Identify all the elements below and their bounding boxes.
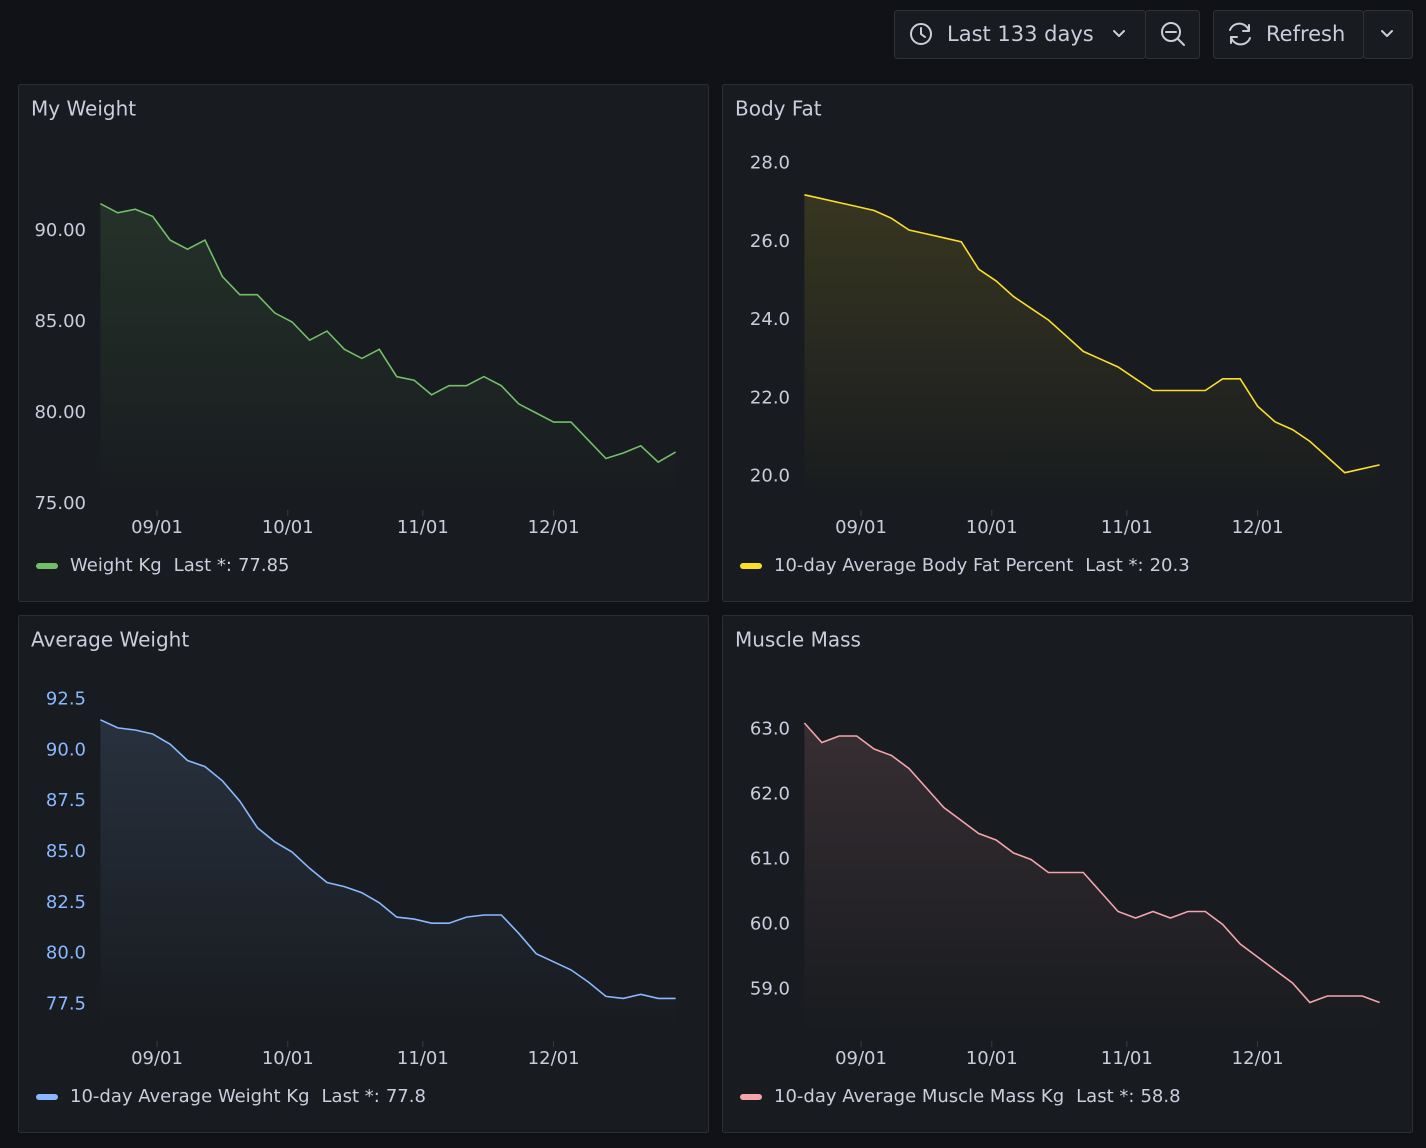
zoom-icon bbox=[1161, 22, 1181, 42]
panel: My Weight 75.00 80.00 85.00 90.00 09/01 10/01 1… bbox=[18, 84, 709, 602]
panel-title: My Weight bbox=[31, 97, 136, 121]
time-range-label[interactable]: Last 133 days bbox=[947, 22, 1094, 46]
x-tick-label: 09/01 bbox=[835, 1048, 887, 1069]
x-tick-label: 12/01 bbox=[1232, 1048, 1284, 1069]
panel: Body Fat 20.0 22.0 24.0 26.0 28.0 09/01 10/01 11… bbox=[722, 84, 1413, 602]
y-tick-label: 82.5 bbox=[46, 892, 86, 913]
y-tick-label: 80.0 bbox=[46, 943, 86, 964]
time-picker[interactable]: Last 133 days bbox=[894, 10, 1200, 59]
legend-value: 77.8 bbox=[386, 1086, 426, 1107]
legend-stat: Last *: bbox=[174, 555, 232, 576]
x-tick-label: 09/01 bbox=[131, 517, 183, 538]
series-line bbox=[100, 719, 676, 1000]
refresh-icon bbox=[1229, 22, 1251, 46]
legend-name: Weight Kg bbox=[70, 555, 162, 576]
y-tick-label: 62.0 bbox=[750, 784, 790, 805]
legend-entry: 10-day Average Weight Kg Last *: 77.8 bbox=[70, 1086, 426, 1107]
legend-stat: Last *: bbox=[322, 1086, 380, 1107]
legend-name: 10-day Average Muscle Mass Kg bbox=[774, 1086, 1064, 1107]
y-tick-label: 87.5 bbox=[46, 790, 86, 811]
panel-title: Body Fat bbox=[735, 97, 822, 121]
x-tick-label: 10/01 bbox=[262, 517, 314, 538]
refresh-label[interactable]: Refresh bbox=[1266, 22, 1345, 46]
series-area bbox=[100, 719, 676, 1035]
y-tick-label: 22.0 bbox=[750, 387, 790, 408]
x-tick-label: 12/01 bbox=[528, 517, 580, 538]
y-tick-label: 80.00 bbox=[34, 402, 86, 423]
y-tick-label: 90.0 bbox=[46, 739, 86, 760]
legend-name: 10-day Average Weight Kg bbox=[70, 1086, 310, 1107]
x-tick-label: 11/01 bbox=[1101, 1048, 1153, 1069]
legend-value: 58.8 bbox=[1140, 1086, 1180, 1107]
y-tick-label: 85.00 bbox=[34, 311, 86, 332]
series-area bbox=[804, 194, 1380, 505]
legend-swatch bbox=[740, 1094, 762, 1100]
y-tick-label: 75.00 bbox=[34, 493, 86, 514]
panel: Average Weight 77.5 80.0 82.5 85.0 87.5 90.0 92… bbox=[18, 615, 709, 1133]
series-area bbox=[100, 203, 676, 504]
refresh-picker[interactable]: Refresh bbox=[1213, 10, 1413, 59]
clock-hands bbox=[920, 27, 926, 38]
y-tick-label: 59.0 bbox=[750, 979, 790, 1000]
series-line bbox=[100, 202, 676, 464]
x-tick-label: 11/01 bbox=[397, 1048, 449, 1069]
legend-stat: Last *: bbox=[1076, 1086, 1134, 1107]
chevron-icon bbox=[1381, 30, 1393, 37]
chevron-icon bbox=[1113, 30, 1125, 37]
series-area bbox=[804, 723, 1380, 1035]
legend-value: 77.85 bbox=[238, 555, 290, 576]
x-tick-label: 11/01 bbox=[1101, 517, 1153, 538]
x-tick-label: 10/01 bbox=[262, 1048, 314, 1069]
legend-stat: Last *: bbox=[1085, 555, 1143, 576]
y-tick-label: 24.0 bbox=[750, 309, 790, 330]
x-tick-label: 11/01 bbox=[397, 517, 449, 538]
legend-entry: 10-day Average Muscle Mass Kg Last *: 58.8 bbox=[774, 1086, 1181, 1107]
y-tick-label: 26.0 bbox=[750, 231, 790, 252]
x-tick-label: 10/01 bbox=[966, 517, 1018, 538]
panel: Muscle Mass 59.0 60.0 61.0 62.0 63.0 09/01 10/0… bbox=[722, 615, 1413, 1133]
y-tick-label: 20.0 bbox=[750, 466, 790, 487]
y-tick-label: 77.5 bbox=[46, 993, 86, 1014]
y-tick-label: 63.0 bbox=[750, 719, 790, 740]
x-tick-label: 12/01 bbox=[1232, 517, 1284, 538]
x-tick-label: 09/01 bbox=[131, 1048, 183, 1069]
legend-swatch bbox=[36, 1094, 58, 1100]
x-tick-label: 10/01 bbox=[966, 1048, 1018, 1069]
x-tick-label: 12/01 bbox=[528, 1048, 580, 1069]
legend-entry: Weight Kg Last *: 77.85 bbox=[70, 555, 289, 576]
y-tick-label: 92.5 bbox=[46, 688, 86, 709]
series-line bbox=[803, 722, 1380, 1004]
y-tick-label: 61.0 bbox=[750, 849, 790, 870]
x-tick-label: 09/01 bbox=[835, 517, 887, 538]
legend-swatch bbox=[36, 563, 58, 569]
legend-value: 20.3 bbox=[1150, 555, 1190, 576]
legend-swatch bbox=[740, 563, 762, 569]
panel-title: Muscle Mass bbox=[735, 628, 861, 652]
legend-name: 10-day Average Body Fat Percent bbox=[774, 555, 1073, 576]
panel-title: Average Weight bbox=[31, 628, 189, 652]
y-tick-label: 90.00 bbox=[34, 220, 86, 241]
series-line bbox=[804, 194, 1380, 474]
legend-entry: 10-day Average Body Fat Percent Last *: 20… bbox=[774, 555, 1190, 576]
zoom-icon-lines bbox=[1165, 31, 1185, 46]
y-tick-label: 60.0 bbox=[750, 914, 790, 935]
y-tick-label: 85.0 bbox=[46, 841, 86, 862]
y-tick-label: 28.0 bbox=[750, 152, 790, 173]
clock-icon bbox=[910, 23, 932, 45]
zoom-out-button[interactable] bbox=[1145, 10, 1200, 59]
